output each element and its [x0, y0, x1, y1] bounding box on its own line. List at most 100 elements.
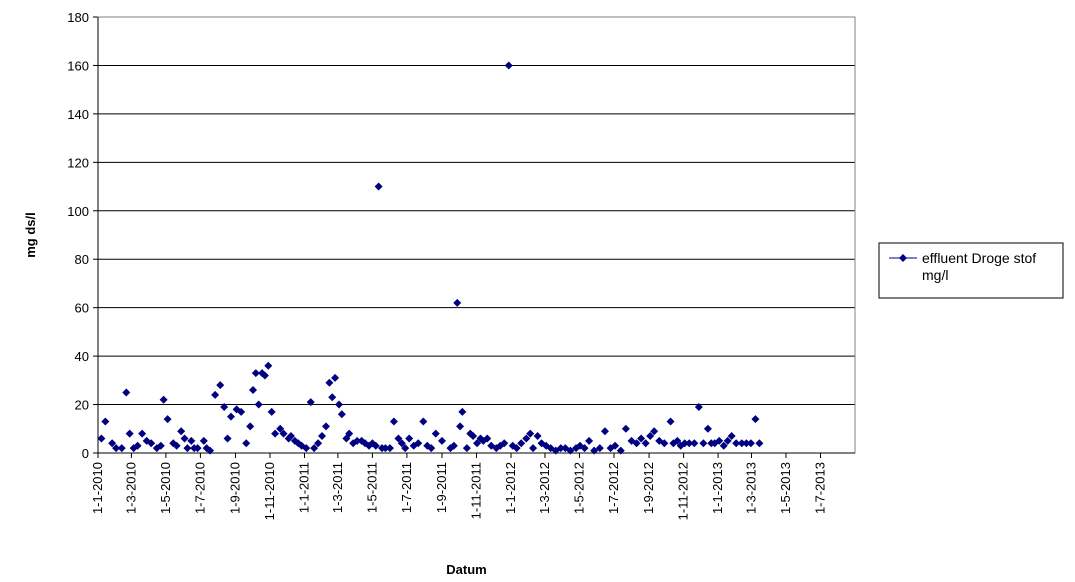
x-tick-label: 1-7-2011 — [399, 462, 414, 513]
data-points — [97, 61, 764, 455]
y-tick-label: 80 — [75, 252, 89, 267]
data-point — [108, 439, 117, 448]
x-tick-label: 1-5-2011 — [364, 462, 379, 513]
data-point — [621, 424, 630, 433]
data-point — [216, 381, 225, 390]
x-tick-label: 1-3-2010 — [123, 462, 138, 514]
data-point — [727, 432, 736, 441]
data-point — [199, 436, 208, 445]
data-point — [580, 444, 589, 453]
data-point — [264, 361, 273, 370]
data-point — [703, 424, 712, 433]
data-point — [522, 434, 531, 443]
data-point — [685, 439, 694, 448]
y-tick-label: 100 — [67, 204, 89, 219]
data-point — [414, 439, 423, 448]
data-point — [746, 439, 755, 448]
data-point — [394, 434, 403, 443]
data-point — [147, 439, 156, 448]
data-point — [345, 429, 354, 438]
data-point — [427, 444, 436, 453]
data-point — [566, 446, 575, 455]
data-point — [302, 444, 311, 453]
x-tick-label: 1-11-2011 — [469, 462, 484, 519]
data-point — [590, 446, 599, 455]
data-point — [163, 415, 172, 424]
data-point — [533, 432, 542, 441]
data-point — [385, 444, 394, 453]
data-point — [310, 444, 319, 453]
data-point — [251, 369, 260, 378]
data-point — [325, 378, 334, 387]
data-point — [226, 412, 235, 421]
x-tick-label: 1-11-2010 — [262, 462, 277, 520]
x-tick-label: 1-1-2010 — [90, 462, 105, 514]
x-tick-label: 1-11-2012 — [676, 462, 691, 520]
data-point — [322, 422, 331, 431]
data-point — [328, 393, 337, 402]
data-point — [353, 436, 362, 445]
data-point — [632, 439, 641, 448]
data-point — [517, 439, 526, 448]
data-point — [249, 386, 258, 395]
x-tick-label: 1-1-2013 — [710, 462, 725, 514]
data-point — [462, 444, 471, 453]
y-tick-label: 0 — [82, 446, 89, 461]
data-point — [286, 432, 295, 441]
data-point — [751, 415, 760, 424]
data-point — [276, 424, 285, 433]
data-point — [242, 439, 251, 448]
x-tick-label: 1-3-2013 — [743, 462, 758, 514]
data-point — [271, 429, 280, 438]
data-point — [431, 429, 440, 438]
x-tick-label: 1-3-2012 — [537, 462, 552, 514]
y-tick-label: 40 — [75, 349, 89, 364]
data-point — [449, 441, 458, 450]
x-tick-label: 1-9-2010 — [227, 462, 242, 514]
data-point — [666, 417, 675, 426]
x-tick-label: 1-5-2013 — [778, 462, 793, 514]
data-point — [180, 434, 189, 443]
legend-box — [878, 242, 1064, 299]
data-point — [254, 400, 263, 409]
data-point — [177, 427, 186, 436]
data-point — [719, 441, 728, 450]
data-point — [723, 436, 732, 445]
data-point — [223, 434, 232, 443]
data-point — [187, 436, 196, 445]
data-point — [673, 436, 682, 445]
data-point — [381, 444, 390, 453]
data-point — [237, 407, 246, 416]
data-point — [694, 402, 703, 411]
x-tick-label: 1-7-2010 — [192, 462, 207, 514]
data-point — [206, 446, 215, 455]
data-point — [585, 436, 594, 445]
data-point — [680, 439, 689, 448]
gridlines — [98, 16, 855, 406]
y-tick-label: 120 — [67, 155, 89, 170]
data-point — [401, 444, 410, 453]
y-tick-label: 140 — [67, 107, 89, 122]
data-point — [529, 444, 538, 453]
data-point — [122, 388, 131, 397]
data-point — [456, 422, 465, 431]
data-point — [611, 441, 620, 450]
data-point — [755, 439, 764, 448]
x-tick-label: 1-5-2010 — [158, 462, 173, 514]
data-point — [337, 410, 346, 419]
data-point — [650, 427, 659, 436]
data-point — [458, 407, 467, 416]
data-point — [600, 427, 609, 436]
plot-frame — [97, 16, 856, 454]
x-tick-label: 1-7-2012 — [606, 462, 621, 514]
data-point — [159, 395, 168, 404]
data-point — [483, 434, 492, 443]
data-point — [156, 441, 165, 450]
data-point — [641, 439, 650, 448]
y-tick-label: 160 — [67, 58, 89, 73]
data-point — [732, 439, 741, 448]
data-point — [314, 439, 323, 448]
data-point — [133, 441, 142, 450]
data-point — [660, 439, 669, 448]
